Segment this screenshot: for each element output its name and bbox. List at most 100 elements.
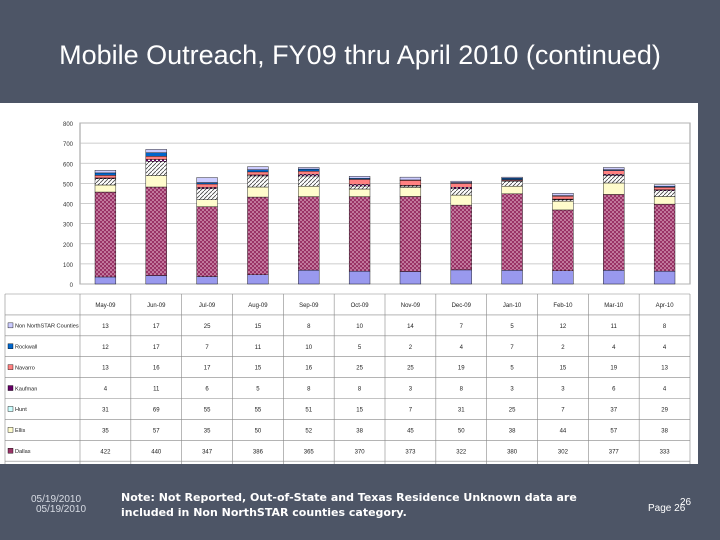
bar-segment — [145, 159, 167, 162]
bar-segment — [298, 175, 320, 187]
bar-segment — [653, 270, 676, 285]
bar-segment — [348, 185, 371, 190]
table-cell: 3 — [561, 387, 565, 393]
bar-segment — [94, 191, 117, 278]
table-cell: 45 — [407, 428, 414, 434]
bar-segment — [196, 199, 218, 207]
bar-segment — [145, 275, 167, 285]
table-cell: 370 — [355, 449, 366, 455]
table-cell: 25 — [204, 324, 211, 330]
x-category-label: Dec-09 — [452, 303, 472, 309]
legend-swatch — [7, 322, 14, 329]
bar-segment — [145, 175, 167, 188]
legend-label: Kaufman — [15, 386, 37, 392]
date-line-2: 05/19/2010 — [36, 504, 87, 515]
table-cell: 8 — [307, 324, 311, 330]
table-cell: 440 — [151, 449, 162, 455]
legend-swatch — [7, 427, 14, 433]
table-cell: 19 — [458, 366, 465, 372]
table-cell: 380 — [507, 449, 518, 455]
y-tick-label: 200 — [63, 243, 74, 249]
bar-segment — [399, 271, 422, 285]
bar-segment — [94, 170, 117, 174]
table-cell: 15 — [560, 366, 567, 372]
table-cell: 2 — [561, 345, 565, 351]
table-cell: 11 — [255, 345, 262, 351]
bar-segment — [94, 172, 117, 176]
x-category-label: May-09 — [95, 303, 116, 309]
bar-segment — [399, 180, 422, 186]
table-cell: 50 — [458, 428, 465, 434]
x-category-label: Jan-10 — [503, 303, 522, 309]
bar-segment — [94, 276, 117, 285]
legend-swatch — [7, 385, 14, 391]
legend-label: Rockwall — [15, 344, 37, 350]
footnote: Note: Not Reported, Out-of-State and Tex… — [121, 491, 577, 519]
table-cell: 25 — [356, 366, 363, 372]
bar-segment — [552, 209, 574, 271]
table-cell: 15 — [356, 407, 363, 413]
x-category-label: Oct-09 — [351, 303, 370, 309]
table-cell: 11 — [611, 324, 618, 330]
table-cell: 10 — [305, 345, 312, 351]
bar-segment — [298, 174, 320, 177]
page-label: Page 26 — [648, 503, 686, 514]
bar-segment — [196, 183, 218, 188]
table-cell: 51 — [305, 407, 312, 413]
table-cell: 2 — [409, 345, 413, 351]
x-category-label: Sep-09 — [299, 303, 319, 309]
bar-segment — [552, 200, 574, 211]
x-category-label: Nov-09 — [401, 303, 421, 309]
table-cell: 55 — [255, 407, 262, 413]
table-cell: 4 — [612, 345, 616, 351]
table-cell: 12 — [560, 324, 567, 330]
table-cell: 16 — [305, 366, 312, 372]
table-cell: 35 — [204, 428, 211, 434]
table-cell: 3 — [409, 387, 413, 393]
legend-swatch — [7, 406, 14, 412]
bar-segment — [603, 167, 625, 170]
bar-segment — [298, 269, 320, 285]
bar-segment — [399, 185, 422, 188]
table-cell: 365 — [304, 449, 315, 455]
table-cell: 44 — [560, 428, 567, 434]
bar-segment — [603, 182, 625, 195]
x-category-label: Jul-09 — [199, 303, 216, 309]
bar-segment — [247, 196, 269, 275]
table-cell: 52 — [305, 428, 312, 434]
bar-segment — [298, 196, 320, 271]
bar-segment — [196, 177, 218, 183]
table-cell: 16 — [153, 366, 160, 372]
bar-segment — [552, 195, 574, 200]
table-cell: 57 — [153, 428, 160, 434]
table-cell: 57 — [610, 428, 617, 434]
table-cell: 13 — [102, 366, 109, 372]
table-cell: 25 — [407, 366, 414, 372]
table-cell: 333 — [660, 449, 671, 455]
page-number: 26 — [680, 497, 692, 508]
table-cell: 15 — [255, 366, 262, 372]
legend-swatch — [7, 364, 14, 370]
bar-segment — [196, 206, 218, 277]
legend-label: Non NorthSTAR Counties — [15, 324, 79, 330]
bar-segment — [94, 178, 117, 186]
table-cell: 422 — [100, 449, 111, 455]
bar-segment — [348, 188, 371, 197]
bar-segment — [501, 193, 523, 271]
bar-segment — [653, 186, 676, 191]
table-cell: 12 — [102, 345, 109, 351]
bar-segment — [247, 171, 269, 176]
table-cell: 4 — [663, 345, 667, 351]
bar-segment — [653, 184, 676, 187]
table-cell: 347 — [202, 449, 213, 455]
table-cell: 5 — [358, 345, 362, 351]
bar-segment — [501, 177, 523, 180]
bar-segment — [298, 170, 320, 175]
table-cell: 377 — [609, 449, 620, 455]
x-category-label: Mar-10 — [604, 303, 624, 309]
bar-segment — [501, 176, 523, 179]
y-tick-label: 500 — [63, 182, 74, 188]
bar-segment — [145, 149, 167, 153]
table-cell: 8 — [663, 324, 667, 330]
bar-segment — [399, 176, 422, 181]
